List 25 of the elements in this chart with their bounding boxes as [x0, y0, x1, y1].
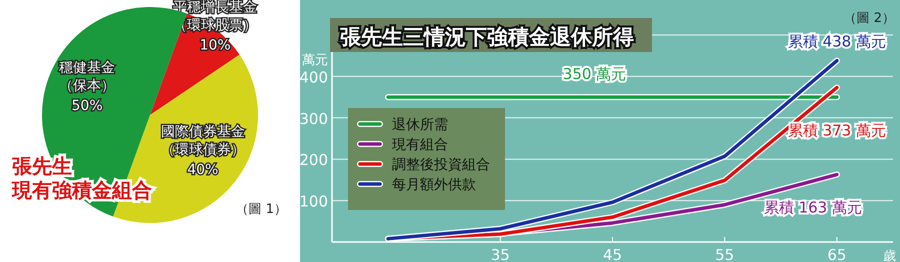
x-tick-label: 65: [827, 246, 846, 262]
y-axis-title: 萬元: [302, 53, 328, 68]
x-tick-label: 55: [715, 246, 734, 262]
annotation: 累積 373 萬元: [788, 122, 886, 140]
data-label: 50%: [72, 98, 103, 114]
y-tick-label: 100: [299, 192, 328, 211]
y-tick-label: 300: [299, 110, 328, 128]
slice-label: 穩健基金（保本）: [59, 60, 116, 94]
legend-label: 退休所需: [392, 117, 448, 133]
text: （圖 2）: [844, 11, 895, 26]
legend-label: 現有組合: [392, 137, 448, 153]
x-tick-label: 45: [602, 246, 622, 262]
slice-label: 國際債券基金（環球債券）: [160, 124, 245, 158]
y-tick-label: 400: [299, 68, 328, 86]
x-axis-title: 歲: [883, 249, 896, 262]
y-tick-label: 200: [299, 151, 328, 170]
data-label: 10%: [200, 38, 231, 54]
legend-label: 調整後投資組合: [392, 157, 490, 173]
annotation: 累積 438 萬元: [788, 32, 886, 51]
chart-title: 張先生三情況下強積金退休所得: [340, 25, 634, 49]
x-tick-label: 35: [490, 246, 510, 262]
annotation: 累積 163 萬元: [764, 198, 862, 217]
text: （圖 1）: [236, 202, 287, 217]
legend-label: 每月額外供款: [392, 177, 476, 193]
data-label: 40%: [187, 162, 218, 178]
